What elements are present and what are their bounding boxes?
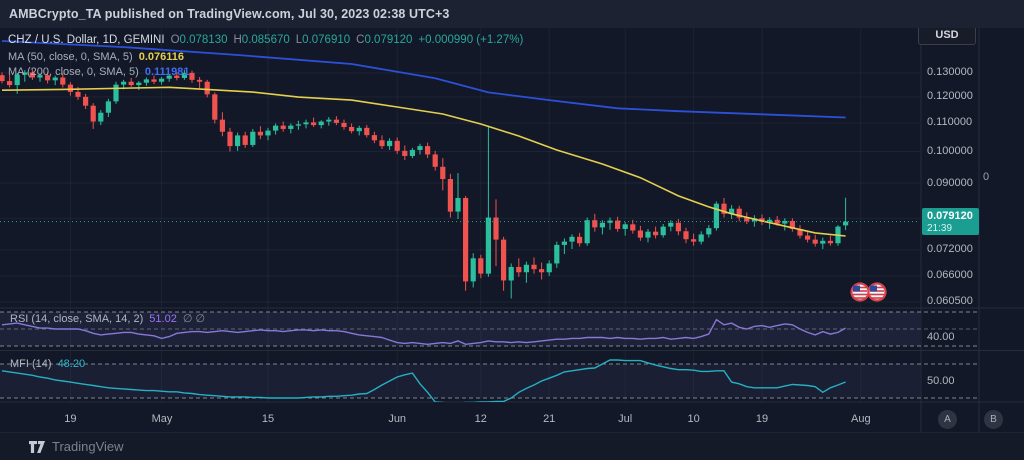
us-flag-icon xyxy=(850,282,870,302)
price-axis-label[interactable]: 0.060500 xyxy=(927,295,973,308)
time-axis-label[interactable]: 19 xyxy=(755,413,769,425)
bar-countdown: 21:39 xyxy=(927,222,953,234)
time-axis-label[interactable]: Aug xyxy=(851,413,871,425)
mfi-axis-label: 50.00 xyxy=(927,375,955,387)
change-value: +0.000990 (+1.27%) xyxy=(418,34,524,46)
price-axis-label[interactable]: 0.072000 xyxy=(927,243,973,256)
footer-bar: TradingView xyxy=(0,432,1024,460)
rsi-axis-label: 40.00 xyxy=(927,331,955,343)
currency-toggle-button[interactable]: USD xyxy=(918,25,976,45)
mfi-value: 48.20 xyxy=(57,357,86,370)
tradingview-logo-icon[interactable] xyxy=(28,440,46,454)
ma50-line xyxy=(1,86,846,237)
rsi-value: 51.02 xyxy=(149,312,177,325)
price-axis-label[interactable]: 0.090000 xyxy=(927,176,973,189)
time-axis-label[interactable]: May xyxy=(151,413,173,425)
price-axis-label[interactable]: 0.100000 xyxy=(927,144,973,157)
tradingview-brand-text[interactable]: TradingView xyxy=(52,439,124,454)
price-axis-label[interactable]: 0.110000 xyxy=(927,116,973,129)
us-flag-icon xyxy=(867,282,887,302)
overlay-scale-zero: 0 xyxy=(983,171,990,183)
close-value: 0.079120 xyxy=(364,34,413,46)
symbol-legend[interactable]: CHZ / U.S. Dollar, 1D, GEMINI O0.078130 … xyxy=(8,33,523,47)
ma50-label[interactable]: MA (50, close, 0, SMA, 5) xyxy=(8,51,133,63)
time-axis-label[interactable]: 19 xyxy=(64,413,77,425)
time-axis-label[interactable]: Jun xyxy=(388,413,407,425)
symbol-title[interactable]: CHZ / U.S. Dollar, 1D, GEMINI xyxy=(8,34,165,46)
attribution-text: AMBCrypto_TA published on TradingView.co… xyxy=(9,7,450,21)
time-axis-label[interactable]: 10 xyxy=(687,413,700,425)
high-label: H xyxy=(233,34,242,46)
last-price-tag: 0.079120 21:39 xyxy=(922,208,979,236)
time-axis-label[interactable]: 12 xyxy=(474,413,487,425)
rsi-label[interactable]: RSI (14, close, SMA, 14, 2) xyxy=(10,312,144,325)
last-price-value: 0.079120 xyxy=(927,209,973,222)
pane-b-button[interactable]: B xyxy=(984,410,1003,429)
time-axis-label[interactable]: 21 xyxy=(543,413,556,425)
ma200-legend[interactable]: MA (200, close, 0, SMA, 5) 0.111981 xyxy=(8,65,190,79)
pane-a-button[interactable]: A xyxy=(938,410,957,429)
ma50-legend[interactable]: MA (50, close, 0, SMA, 5) 0.076116 xyxy=(8,50,184,64)
rsi-legend[interactable]: RSI (14, close, SMA, 14, 2) 51.02 ∅ ∅ xyxy=(10,312,206,326)
open-value: 0.078130 xyxy=(179,34,228,46)
ma200-line xyxy=(1,40,846,119)
time-axis-label[interactable]: 15 xyxy=(261,413,275,425)
mfi-line xyxy=(1,359,846,402)
ma200-value: 0.111981 xyxy=(144,66,190,78)
ma200-label[interactable]: MA (200, close, 0, SMA, 5) xyxy=(8,66,139,78)
time-axis-label[interactable]: Jul xyxy=(618,413,633,425)
close-label: C xyxy=(356,34,365,46)
rsi-empty-set-icons: ∅ ∅ xyxy=(182,313,206,325)
attribution-bar: AMBCrypto_TA published on TradingView.co… xyxy=(0,0,1024,28)
low-label: L xyxy=(295,34,303,46)
price-axis-label[interactable]: 0.066000 xyxy=(927,269,973,282)
high-value: 0.085670 xyxy=(241,34,290,46)
ma50-value: 0.076116 xyxy=(138,51,184,63)
low-value: 0.076910 xyxy=(302,34,351,46)
open-label: O xyxy=(170,34,180,46)
rsi-line xyxy=(1,318,846,346)
candles-layer xyxy=(0,69,849,299)
price-axis-label[interactable]: 0.130000 xyxy=(927,66,973,79)
mfi-legend[interactable]: MFI (14) 48.20 xyxy=(10,357,85,370)
price-axis-label[interactable]: 0.120000 xyxy=(927,90,973,103)
mfi-label[interactable]: MFI (14) xyxy=(10,357,52,370)
